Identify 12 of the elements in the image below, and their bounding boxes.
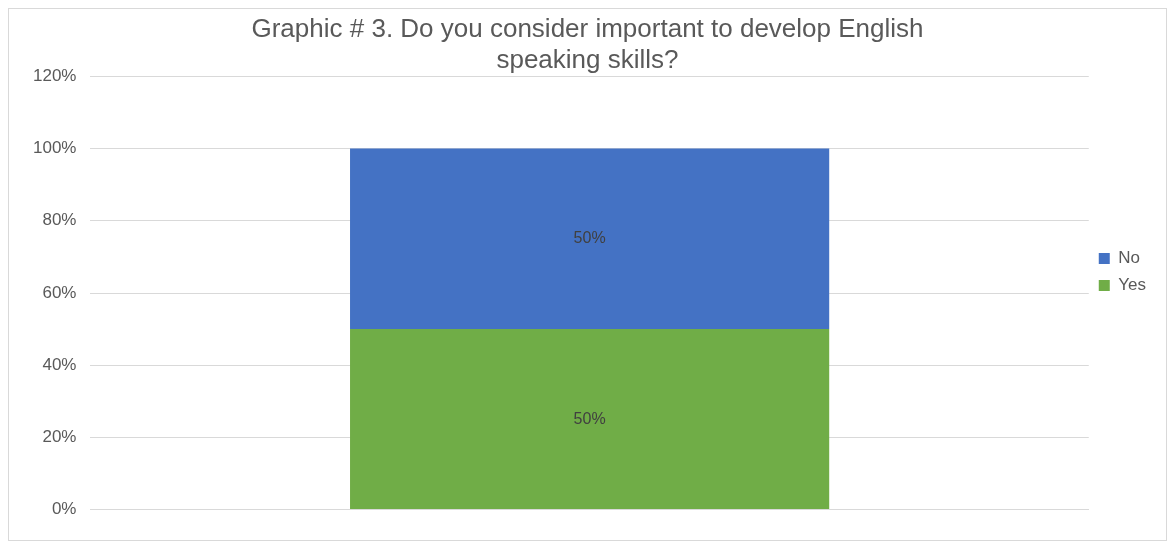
y-tick-label: 20% — [42, 427, 77, 447]
data-label: 50% — [573, 229, 606, 247]
y-tick-label: 80% — [42, 210, 77, 230]
y-tick-label: 40% — [42, 354, 77, 374]
y-tick-label: 120% — [33, 66, 77, 86]
y-tick-label: 100% — [33, 138, 77, 158]
y-tick-label: 60% — [42, 282, 77, 302]
legend-label: Yes — [1118, 275, 1146, 295]
data-label: 50% — [573, 409, 606, 427]
chart-title: Graphic # 3. Do you consider important to develop English speaking skills? — [251, 12, 924, 74]
y-tick-label: 0% — [51, 499, 77, 519]
legend-label: No — [1118, 248, 1140, 268]
